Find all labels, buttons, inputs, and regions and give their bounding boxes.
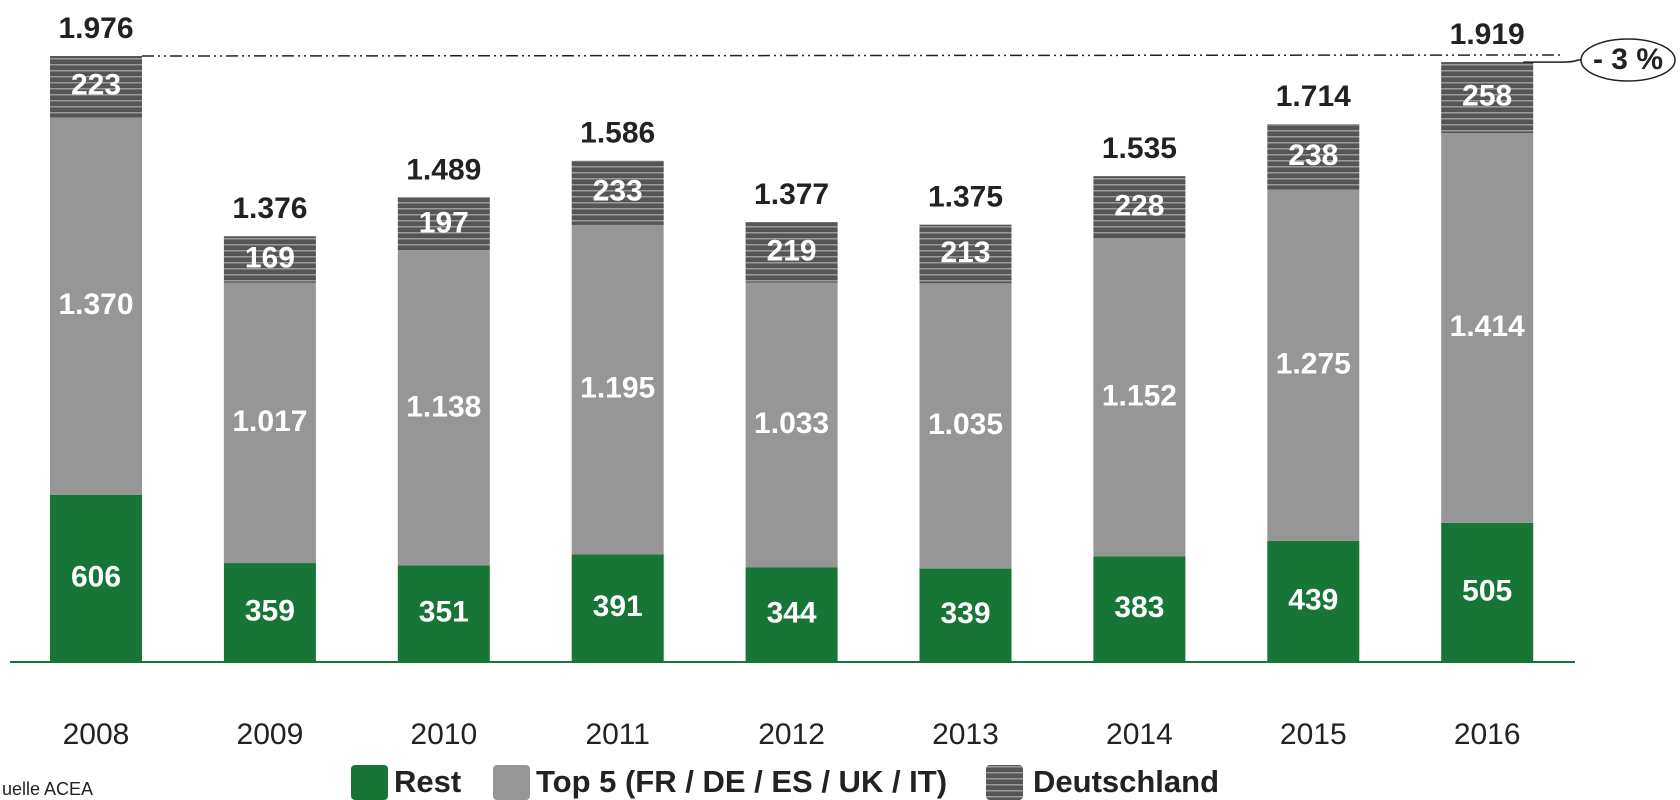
value-label: 233 bbox=[593, 175, 643, 208]
bar-segment bbox=[1267, 541, 1360, 662]
value-label: 1.017 bbox=[232, 405, 307, 438]
bar-segment bbox=[50, 56, 142, 118]
value-label: 219 bbox=[767, 234, 817, 267]
total-label: 1.919 bbox=[1450, 18, 1525, 51]
value-label: 1.195 bbox=[580, 372, 655, 405]
bar-segment bbox=[397, 251, 490, 566]
bar-segment bbox=[397, 197, 490, 252]
bar-segment bbox=[397, 565, 490, 662]
legend-swatch bbox=[986, 765, 1023, 800]
total-label: 1.489 bbox=[406, 153, 481, 186]
x-tick-label: 2010 bbox=[410, 718, 477, 751]
bar-segment bbox=[50, 117, 142, 495]
x-tick-label: 2008 bbox=[63, 718, 130, 751]
bar-segment bbox=[745, 282, 838, 568]
bar-segment bbox=[1267, 124, 1360, 190]
bar-segment bbox=[1441, 133, 1534, 523]
x-tick-label: 2012 bbox=[758, 718, 825, 751]
bar-segment bbox=[223, 563, 316, 662]
bar-segment bbox=[50, 494, 142, 662]
bar-segment bbox=[571, 554, 664, 662]
value-label: 1.414 bbox=[1450, 310, 1525, 343]
total-label: 1.586 bbox=[580, 117, 655, 150]
total-label: 1.375 bbox=[928, 181, 1003, 214]
value-label: 197 bbox=[419, 206, 469, 239]
total-label: 1.976 bbox=[58, 12, 133, 45]
bar-segment bbox=[1441, 522, 1534, 662]
bar-segment bbox=[1441, 62, 1534, 134]
value-label: 1.152 bbox=[1102, 380, 1177, 413]
value-label: 439 bbox=[1288, 583, 1338, 616]
legend-swatch bbox=[351, 765, 388, 800]
x-tick-label: 2015 bbox=[1280, 718, 1347, 751]
bar-segment bbox=[223, 282, 316, 564]
value-label: 505 bbox=[1462, 574, 1512, 607]
x-tick-label: 2009 bbox=[237, 718, 304, 751]
bar-segment bbox=[1267, 189, 1360, 542]
value-label: 223 bbox=[71, 69, 121, 102]
legend-label: Deutschland bbox=[1033, 764, 1219, 799]
x-tick-label: 2013 bbox=[932, 718, 999, 751]
bar-segment bbox=[919, 568, 1012, 662]
value-label: 391 bbox=[593, 590, 643, 623]
bar-segment bbox=[919, 224, 1012, 284]
value-label: 344 bbox=[767, 597, 817, 630]
bar-segment bbox=[223, 236, 316, 283]
value-label: 383 bbox=[1114, 591, 1164, 624]
total-label: 1.535 bbox=[1102, 132, 1177, 165]
annotation-ellipse bbox=[1580, 38, 1676, 82]
value-label: 258 bbox=[1462, 80, 1512, 113]
value-label: 238 bbox=[1288, 139, 1338, 172]
comparison-line bbox=[141, 54, 1564, 57]
bar-segment bbox=[571, 224, 664, 555]
value-label: 606 bbox=[71, 560, 121, 593]
value-label: 213 bbox=[940, 236, 990, 269]
bar-segment bbox=[571, 160, 664, 225]
value-label: 1.275 bbox=[1276, 347, 1351, 380]
legend-label: Rest bbox=[394, 764, 461, 799]
total-label: 1.377 bbox=[754, 178, 829, 211]
annotation: - 3 % bbox=[1593, 43, 1663, 76]
value-label: 339 bbox=[940, 597, 990, 630]
x-tick-label: 2014 bbox=[1106, 718, 1173, 751]
connector bbox=[1523, 59, 1589, 63]
source: uelle ACEA bbox=[2, 779, 93, 799]
total-label: 1.714 bbox=[1276, 80, 1351, 113]
bar-segment bbox=[745, 222, 838, 283]
value-label: 1.370 bbox=[58, 288, 133, 321]
bar-segment bbox=[1093, 238, 1186, 557]
bar-segment bbox=[1093, 556, 1186, 662]
legend-swatch bbox=[493, 765, 530, 800]
value-label: 1.033 bbox=[754, 407, 829, 440]
bar-segment bbox=[1093, 176, 1186, 239]
bar-segment bbox=[745, 567, 838, 662]
total-label: 1.376 bbox=[232, 192, 307, 225]
x-tick-label: 2011 bbox=[585, 718, 650, 751]
value-label: 1.138 bbox=[406, 390, 481, 423]
value-label: 359 bbox=[245, 594, 295, 627]
value-label: 228 bbox=[1114, 189, 1164, 222]
legend-label: Top 5 (FR / DE / ES / UK / IT) bbox=[536, 764, 947, 799]
value-label: 1.035 bbox=[928, 408, 1003, 441]
x-tick-label: 2016 bbox=[1454, 718, 1521, 751]
bar-segment bbox=[919, 283, 1012, 569]
value-label: 169 bbox=[245, 241, 295, 274]
value-label: 351 bbox=[419, 596, 469, 629]
